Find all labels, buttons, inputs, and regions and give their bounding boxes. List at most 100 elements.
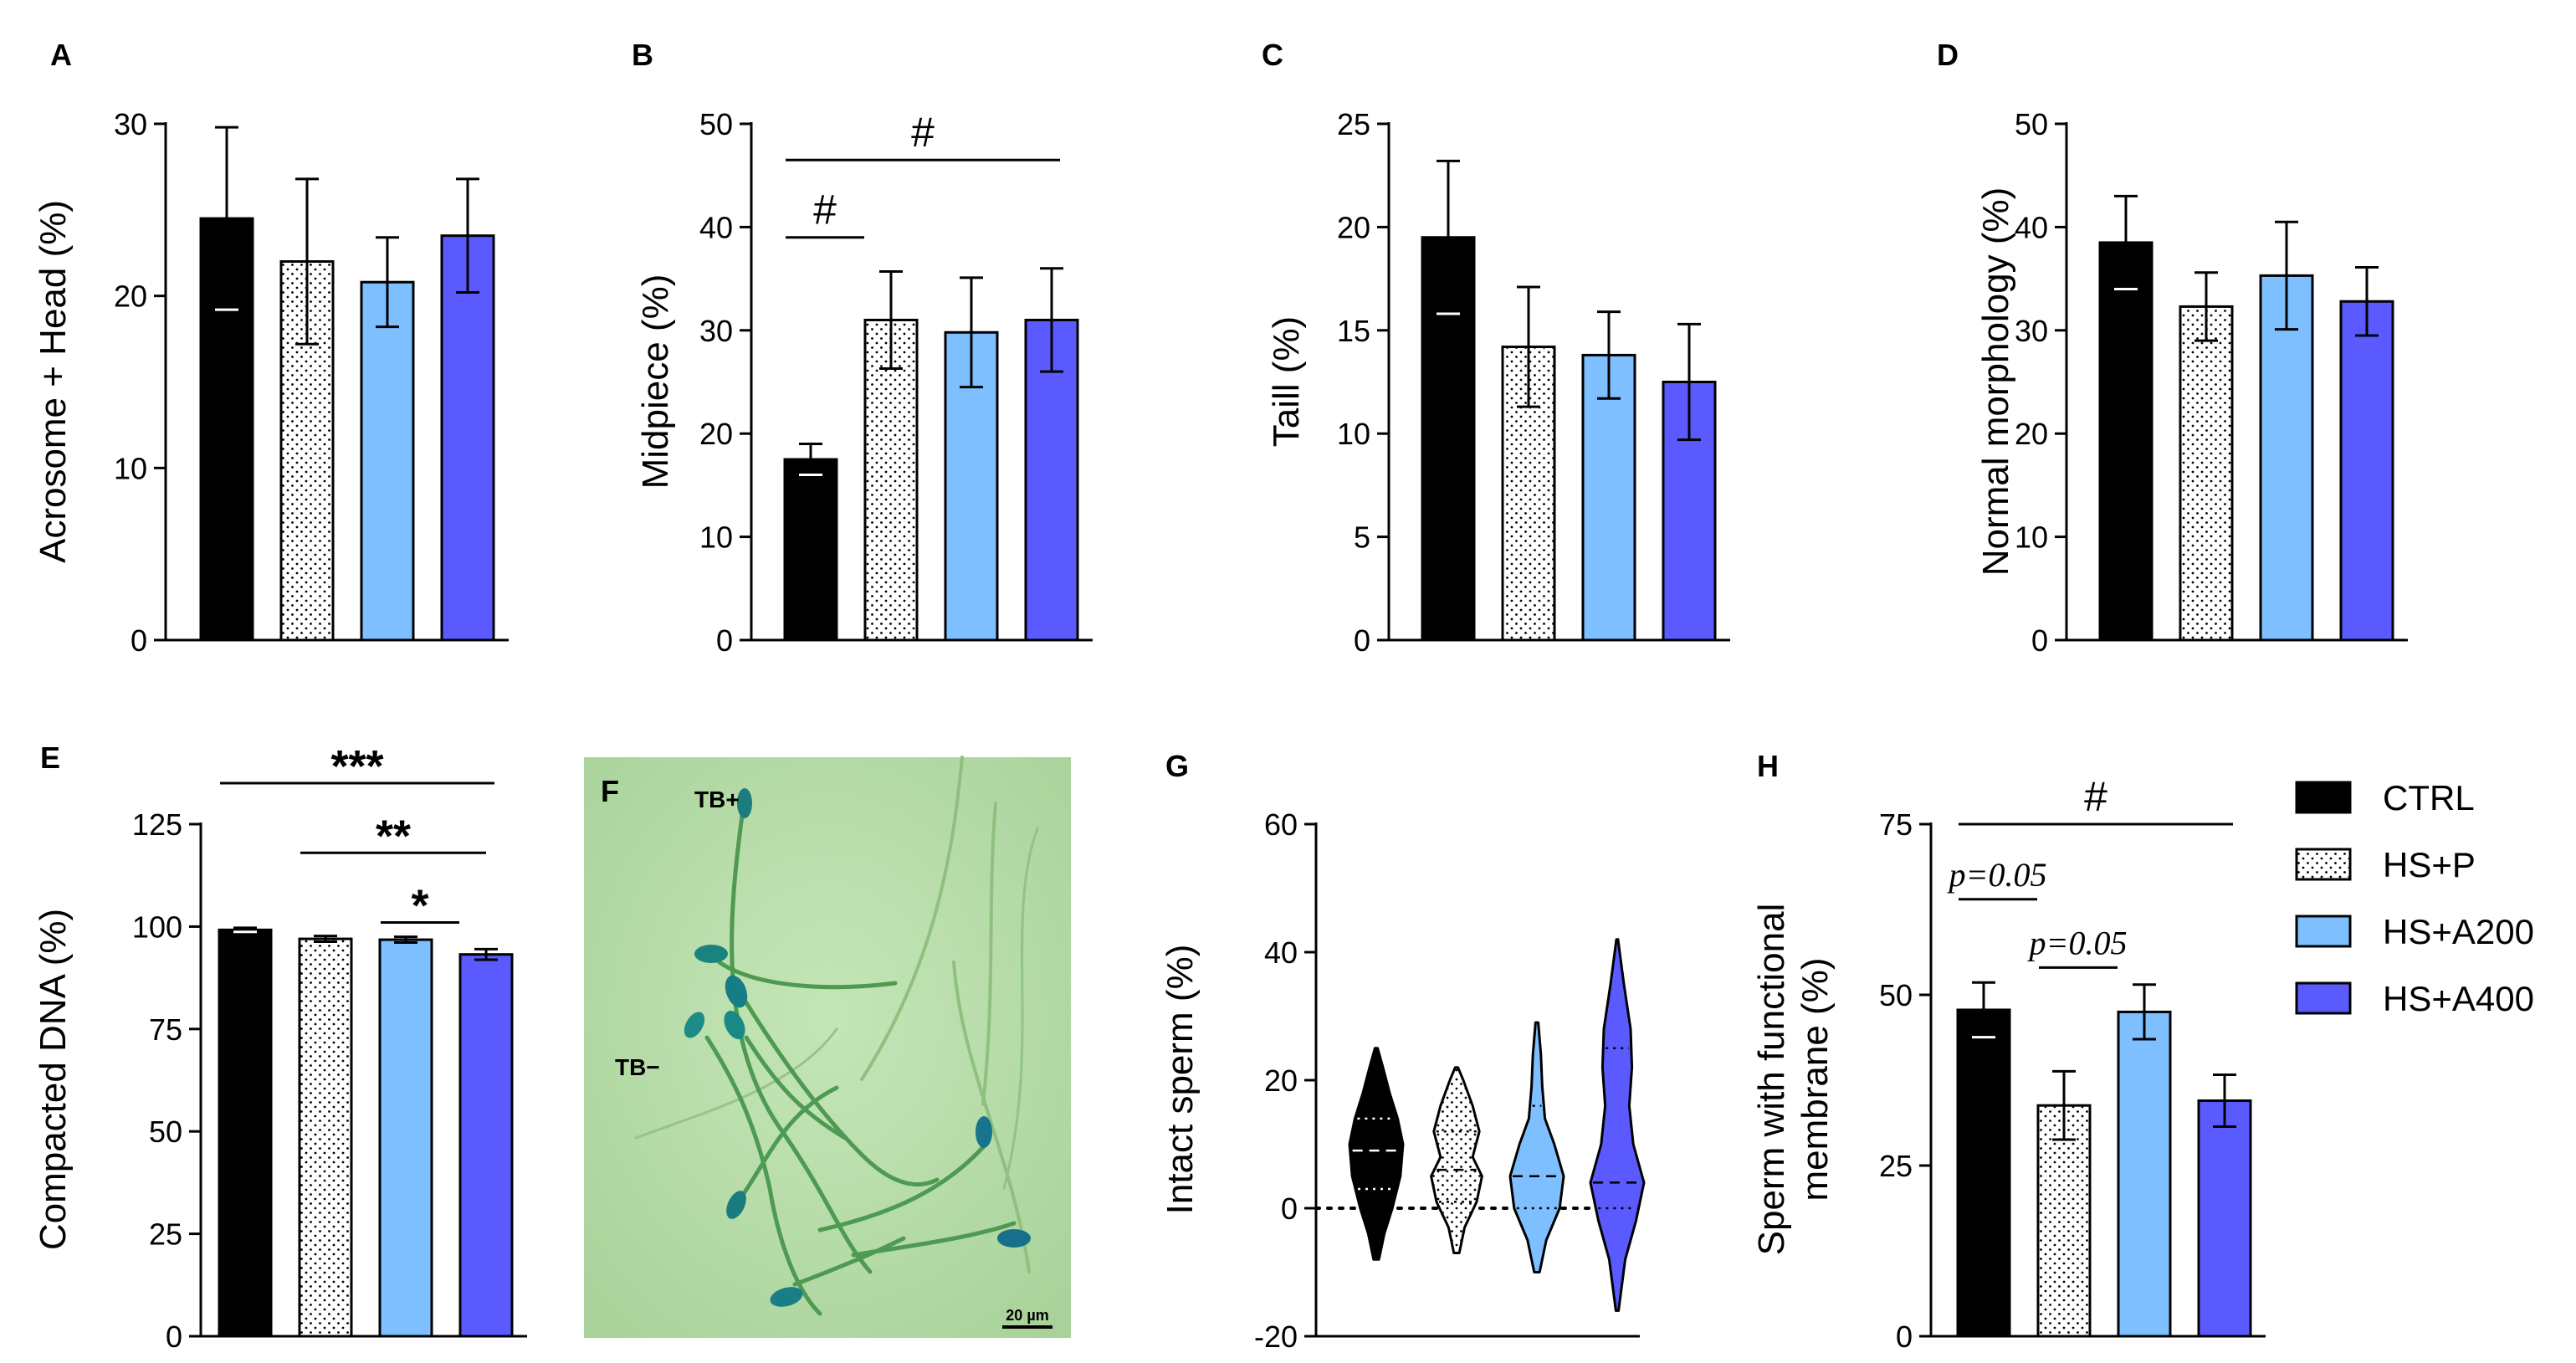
y-axis-title-a: Acrosome + Head (%) <box>33 200 74 563</box>
y-axis-title-g: Intact sperm (%) <box>1160 945 1201 1215</box>
y-tick-label-a: 30 <box>114 107 147 141</box>
stained-sperm-micrograph <box>634 756 1039 1316</box>
y-tick-label-b: 50 <box>699 107 733 141</box>
chart-D: 0 10 20 30 40 50 Normal morphology (%) <box>1975 107 2408 658</box>
panel-C: C 0 5 10 15 20 25 Taill (%) <box>1262 38 1730 658</box>
panel-label-H: H <box>1757 749 1779 783</box>
significance-label-h: # <box>2084 773 2107 820</box>
y-tick-label-d: 0 <box>2031 623 2048 658</box>
y-tick-label-c: 15 <box>1337 314 1370 348</box>
y-tick-label-e: 50 <box>149 1114 182 1149</box>
y-tick-label-d: 30 <box>2015 314 2048 348</box>
significance-label-b: # <box>911 109 935 156</box>
y-tick-label-e: 125 <box>132 807 182 842</box>
bar-h-hs-a200 <box>2117 1010 2172 1338</box>
y-tick-label-g: 40 <box>1264 935 1298 970</box>
scale-bar-label: 20 µm <box>1006 1307 1048 1324</box>
bar-c-hs-a200 <box>1581 353 1636 642</box>
legend-item-hs-a400: HS+A400 <box>2295 979 2534 1018</box>
panel-G: G -20 0 20 40 60 Intact sperm (%) <box>1160 749 1646 1354</box>
significance-label-e: *** <box>330 741 383 792</box>
bar-a-hs-a400 <box>440 234 495 642</box>
bar-e-hs-p <box>298 937 353 1338</box>
y-tick-label-c: 5 <box>1354 520 1370 555</box>
y-tick-label-g: 20 <box>1264 1063 1298 1098</box>
panel-B: B 0 10 20 30 40 50 Midpiece (%) # # <box>632 38 1093 658</box>
chart-G: -20 0 20 40 60 Intact sperm (%) <box>1160 807 1646 1354</box>
legend-swatch-ctrl <box>2295 781 2352 814</box>
bar-e-hs-a200 <box>378 938 433 1338</box>
y-tick-label-a: 0 <box>131 623 147 658</box>
legend: CTRL HS+P HS+A200 HS+A400 <box>2295 778 2534 1018</box>
panel-label-E: E <box>40 740 60 775</box>
y-tick-label-b: 0 <box>716 623 733 658</box>
y-tick-label-c: 0 <box>1354 623 1370 658</box>
significance-label-e: ** <box>376 811 411 861</box>
y-tick-label-g: 60 <box>1264 807 1298 842</box>
bar-h-hs-a400 <box>2197 1099 2252 1338</box>
violin-hs-p <box>1430 1066 1483 1255</box>
bar-d-hs-a400 <box>2339 300 2394 642</box>
y-tick-label-h: 75 <box>1879 807 1913 842</box>
y-tick-label-e: 0 <box>166 1319 182 1354</box>
y-tick-label-d: 50 <box>2015 107 2048 141</box>
bar-a-hs-a200 <box>360 280 415 642</box>
legend-label-hs-a200: HS+A200 <box>2383 912 2534 951</box>
y-tick-label-e: 100 <box>132 910 182 944</box>
legend-swatch-hs-a200 <box>2295 915 2352 948</box>
panel-F: F TB+ TB− 20 µm <box>584 756 1071 1338</box>
panel-label-B: B <box>632 38 653 72</box>
bar-d-hs-a200 <box>2259 274 2314 642</box>
panel-label-D: D <box>1937 38 1959 72</box>
y-axis-title-h: Sperm with functionalmembrane (%) <box>1751 904 1836 1256</box>
panel-H: H 0 25 50 75 Sperm with functionalmembrane (… <box>1751 749 2266 1354</box>
micrograph-background <box>584 757 1071 1338</box>
y-tick-label-g: -20 <box>1254 1319 1298 1354</box>
y-tick-label-b: 40 <box>699 210 733 244</box>
label-tb-negative: TB− <box>615 1054 660 1080</box>
y-tick-label-h: 25 <box>1879 1149 1913 1183</box>
y-tick-label-c: 25 <box>1337 107 1370 141</box>
y-tick-label-b: 20 <box>699 417 733 451</box>
bar-b-ctrl <box>783 458 838 642</box>
y-axis-title-b: Midpiece (%) <box>635 274 676 489</box>
bar-b-hs-a400 <box>1024 318 1079 642</box>
panel-label-A: A <box>50 38 72 72</box>
y-tick-label-d: 10 <box>2015 520 2048 555</box>
chart-H: 0 25 50 75 Sperm with functionalmembrane (%)… <box>1751 773 2266 1354</box>
bar-e-ctrl <box>218 928 273 1338</box>
panel-D: D 0 10 20 30 40 50 Normal morphology (%) <box>1937 38 2408 658</box>
y-axis-title-c: Taill (%) <box>1266 316 1307 447</box>
bar-e-hs-a400 <box>458 953 514 1338</box>
y-tick-label-c: 20 <box>1337 210 1370 244</box>
y-tick-label-h: 50 <box>1879 978 1913 1012</box>
y-axis-title-e: Compacted DNA (%) <box>33 909 74 1250</box>
y-axis-title-line: membrane (%) <box>1795 958 1836 1202</box>
y-tick-label-g: 0 <box>1281 1191 1298 1226</box>
y-tick-label-d: 20 <box>2015 417 2048 451</box>
significance-label-h: p=0.05 <box>1947 856 2047 894</box>
y-tick-label-e: 75 <box>149 1012 182 1047</box>
legend-item-hs-a200: HS+A200 <box>2295 912 2534 951</box>
panel-A: A 0 10 20 30 Acrosome + Head (%) <box>33 38 509 658</box>
violin-ctrl <box>1348 1047 1405 1261</box>
bar-d-ctrl <box>2098 241 2153 642</box>
legend-swatch-hs-p <box>2295 848 2352 881</box>
significance-label-e: * <box>411 881 428 931</box>
y-axis-title-line: Sperm with functional <box>1751 904 1792 1256</box>
y-tick-label-c: 10 <box>1337 417 1370 451</box>
chart-B: 0 10 20 30 40 50 Midpiece (%) # # <box>635 107 1093 658</box>
legend-label-hs-a400: HS+A400 <box>2383 979 2534 1018</box>
y-tick-label-a: 10 <box>114 451 147 485</box>
chart-A: 0 10 20 30 Acrosome + Head (%) <box>33 107 509 658</box>
y-tick-label-b: 10 <box>699 520 733 555</box>
panel-label-F: F <box>601 774 619 808</box>
legend-swatch-hs-a400 <box>2295 981 2352 1015</box>
panel-label-G: G <box>1165 749 1189 783</box>
legend-label-ctrl: CTRL <box>2383 778 2475 817</box>
y-tick-label-e: 25 <box>149 1217 182 1252</box>
violin-hs-a200 <box>1508 1021 1565 1273</box>
